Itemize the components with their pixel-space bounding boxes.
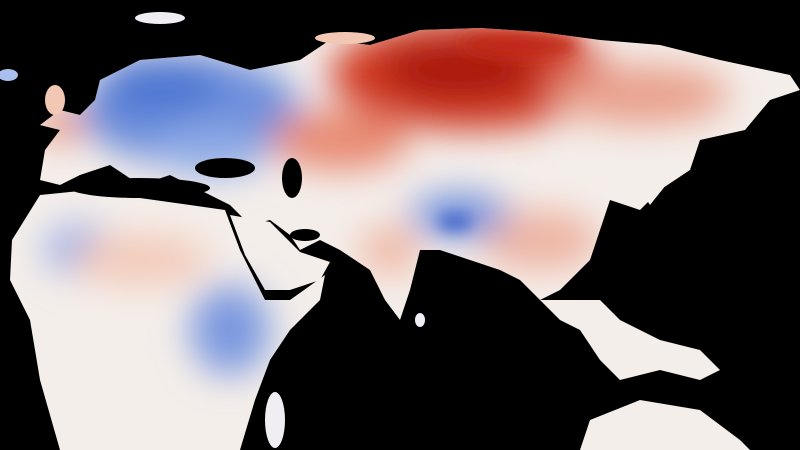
- novaya-zemlya-island: [315, 32, 375, 44]
- caspian-sea: [282, 158, 302, 198]
- tibet-core-cold: [437, 214, 473, 230]
- central-asia-warm: [270, 110, 410, 170]
- scandinavia-cold-anomaly: [100, 55, 220, 115]
- east-africa-cold: [190, 285, 270, 375]
- china-warm: [480, 210, 600, 270]
- black-sea: [195, 158, 255, 178]
- islands: [0, 12, 425, 448]
- sahara-warm: [70, 235, 210, 285]
- mediterranean-sea: [70, 178, 210, 198]
- sri-lanka-island: [415, 313, 425, 327]
- east-asia-warm: [550, 65, 730, 125]
- madagascar-island: [265, 392, 285, 448]
- iceland-island: [0, 69, 18, 81]
- inland-water-bodies: [70, 158, 320, 241]
- arctic-coast-warm: [460, 33, 580, 57]
- british-isles-island: [45, 85, 65, 115]
- persian-gulf: [290, 229, 320, 241]
- india-warm: [360, 225, 420, 275]
- svalbard-island: [135, 12, 185, 24]
